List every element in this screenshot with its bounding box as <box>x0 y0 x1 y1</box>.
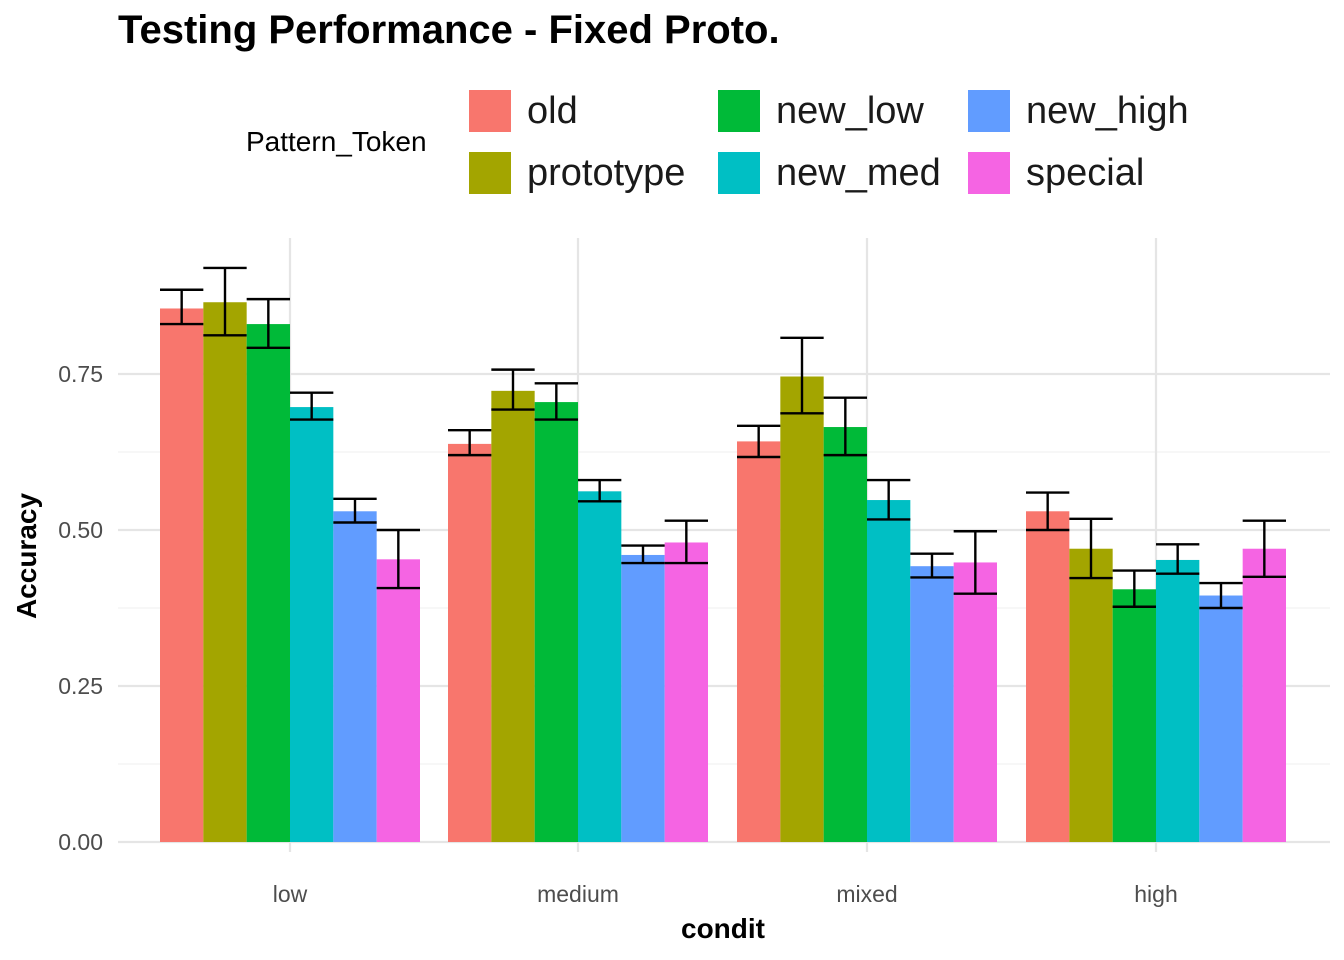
bar-low-prototype <box>203 302 247 842</box>
legend-swatch-new-med <box>718 152 760 194</box>
errorbar-medium-new_med <box>578 478 622 503</box>
legend-label-new-med: new_med <box>776 151 941 194</box>
bar-medium-new_med <box>578 491 622 842</box>
errorbar-mixed-special <box>953 530 997 595</box>
bar-medium-new_high <box>621 554 665 842</box>
errorbar-medium-old <box>448 428 492 457</box>
x-tick-label: mixed <box>836 881 897 907</box>
errorbar-mixed-new_high <box>910 552 954 579</box>
bar-low-special <box>376 559 420 842</box>
legend-label-new-low: new_low <box>776 89 924 132</box>
legend-label-special: special <box>1026 151 1145 194</box>
y-tick-label: 0.50 <box>58 517 103 543</box>
errorbar-high-new_med <box>1156 543 1200 575</box>
legend-label-old: old <box>527 89 578 132</box>
x-axis-title: condit <box>681 913 765 944</box>
bar-mixed-special <box>953 562 997 842</box>
legend-swatch-special <box>968 152 1010 194</box>
x-tick-label: high <box>1134 881 1177 907</box>
bar-high-new_high <box>1199 595 1243 842</box>
y-tick-label: 0.00 <box>58 829 103 855</box>
bar-high-old <box>1026 511 1070 842</box>
x-tick-label: medium <box>537 881 619 907</box>
bar-low-new_high <box>333 511 377 842</box>
bar-high-special <box>1242 548 1286 842</box>
errorbar-low-new_low <box>246 297 290 349</box>
errorbar-high-new_high <box>1199 581 1243 610</box>
errorbar-low-special <box>376 528 420 590</box>
errorbar-medium-prototype <box>491 368 535 411</box>
errorbar-mixed-prototype <box>780 336 824 415</box>
bar-medium-special <box>664 542 708 842</box>
errorbar-medium-special <box>664 519 708 565</box>
y-tick-label: 0.75 <box>58 361 103 387</box>
y-axis-title: Accuracy <box>11 493 42 620</box>
errorbar-high-old <box>1026 491 1070 532</box>
errorbar-high-new_low <box>1112 569 1156 608</box>
legend-item-new-low: new_low <box>718 88 924 134</box>
errorbar-low-new_med <box>290 391 334 421</box>
bar-medium-new_low <box>534 402 578 842</box>
bar-medium-prototype <box>491 390 535 842</box>
errorbar-high-special <box>1242 519 1286 578</box>
errorbar-mixed-old <box>737 424 781 459</box>
bar-mixed-new_high <box>910 566 954 842</box>
bar-high-new_low <box>1112 589 1156 842</box>
errorbar-medium-new_low <box>534 382 578 421</box>
legend-swatch-new-low <box>718 90 760 132</box>
errorbar-low-prototype <box>203 266 247 337</box>
errorbar-mixed-new_low <box>823 396 867 457</box>
bar-high-prototype <box>1069 548 1113 842</box>
legend-item-old: old <box>469 88 578 134</box>
legend-item-prototype: prototype <box>469 150 685 196</box>
legend-swatch-old <box>469 90 511 132</box>
legend-swatch-new-high <box>968 90 1010 132</box>
errorbar-low-old <box>160 288 204 326</box>
legend-title: Pattern_Token <box>246 126 427 157</box>
bar-medium-old <box>448 443 492 842</box>
x-tick-label: low <box>273 881 308 907</box>
errorbar-low-new_high <box>333 497 377 524</box>
bar-low-new_med <box>290 407 334 842</box>
legend-item-new-med: new_med <box>718 150 941 196</box>
bar-mixed-prototype <box>780 376 824 842</box>
bar-high-new_med <box>1156 559 1200 842</box>
y-tick-label: 0.25 <box>58 673 103 699</box>
bar-mixed-new_med <box>867 500 911 842</box>
legend-label-new-high: new_high <box>1026 89 1189 132</box>
bar-mixed-old <box>737 441 781 842</box>
legend-label-prototype: prototype <box>527 151 686 194</box>
legend-swatch-prototype <box>469 152 511 194</box>
legend-item-new-high: new_high <box>968 88 1189 134</box>
bar-low-old <box>160 308 204 843</box>
bar-mixed-new_low <box>823 427 867 842</box>
errorbar-mixed-new_med <box>867 478 911 521</box>
errorbar-medium-new_high <box>621 544 665 565</box>
legend-item-special: special <box>968 150 1144 196</box>
bar-low-new_low <box>246 324 290 843</box>
chart-title: Testing Performance - Fixed Proto. <box>118 8 780 52</box>
errorbar-high-prototype <box>1069 517 1113 580</box>
